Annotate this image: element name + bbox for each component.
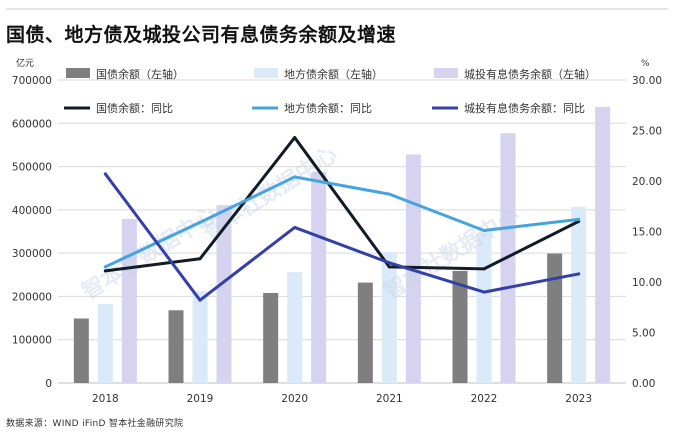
line-point — [482, 267, 486, 271]
bar-3 — [595, 106, 611, 383]
right-tick-label: 5.00 — [632, 328, 655, 340]
line-point — [198, 257, 202, 261]
legend-label: 城投有息债务余额（左轴） — [464, 67, 596, 81]
left-axis-unit: 亿元 — [16, 57, 34, 69]
series-line-1 — [103, 136, 581, 273]
left-tick-label: 600000 — [12, 118, 52, 130]
left-tick-label: 400000 — [12, 205, 52, 217]
line-point — [198, 220, 202, 224]
line-point — [293, 136, 297, 140]
line-point — [293, 225, 297, 229]
line-point — [387, 192, 391, 196]
bar-1 — [263, 292, 279, 383]
left-tick-label: 700000 — [12, 75, 52, 87]
bar-3 — [311, 171, 327, 383]
line-point — [387, 265, 391, 269]
line-point — [293, 175, 297, 179]
line-point — [482, 228, 486, 232]
bar-2 — [476, 232, 492, 383]
line-point — [103, 269, 107, 273]
bar-1 — [547, 253, 563, 383]
series-line-3 — [103, 172, 581, 302]
line-point — [482, 290, 486, 294]
x-tick-label: 2022 — [471, 393, 498, 405]
legend-swatch — [66, 68, 90, 78]
right-tick-label: 30.00 — [632, 75, 662, 87]
x-tick-label: 2021 — [376, 393, 403, 405]
legend-swatch — [434, 68, 458, 78]
line-point — [577, 272, 581, 276]
legend-label: 国债余额（左轴） — [96, 67, 184, 81]
left-tick-label: 200000 — [12, 291, 52, 303]
left-tick-label: 0 — [45, 378, 52, 390]
bar-3 — [216, 205, 232, 383]
chart-title: 国债、地方债及城投公司有息债务余额及增速 — [6, 24, 397, 46]
right-tick-label: 0.00 — [632, 378, 655, 390]
bar-1 — [73, 318, 89, 383]
source-note: 数据来源：WIND iFinD 智本社金融研究院 — [6, 419, 184, 429]
bar-1 — [357, 282, 373, 383]
bar-3 — [121, 218, 137, 383]
x-tick-label: 2018 — [92, 393, 119, 405]
line-point — [387, 261, 391, 265]
bar-1 — [168, 310, 184, 383]
legend-label: 地方债余额（左轴） — [284, 67, 383, 81]
title-rule — [6, 8, 668, 10]
right-tick-label: 15.00 — [632, 227, 662, 239]
right-tick-label: 10.00 — [632, 277, 662, 289]
left-tick-label: 100000 — [12, 335, 52, 347]
legend-label: 国债余额：同比 — [96, 101, 173, 115]
legend-label: 城投有息债务余额：同比 — [464, 101, 585, 115]
right-axis-unit: % — [641, 59, 650, 69]
left-tick-label: 300000 — [12, 248, 52, 260]
right-tick-label: 25.00 — [632, 126, 662, 138]
bar-1 — [452, 270, 468, 383]
right-tick-label: 20.00 — [632, 176, 662, 188]
line-point — [577, 217, 581, 221]
bar-2 — [381, 251, 397, 383]
series-line-2 — [103, 175, 581, 269]
x-tick-label: 2023 — [565, 393, 592, 405]
bar-2 — [97, 303, 113, 383]
line-point — [103, 172, 107, 176]
x-tick-label: 2019 — [187, 393, 214, 405]
x-tick-label: 2020 — [281, 393, 308, 405]
bar-2 — [192, 291, 208, 383]
line-point — [103, 265, 107, 269]
legend-label: 地方债余额：同比 — [284, 101, 372, 115]
legend-swatch — [254, 68, 278, 78]
bar-2 — [287, 272, 303, 383]
line-point — [198, 298, 202, 302]
bar-2 — [571, 206, 587, 383]
left-tick-label: 500000 — [12, 162, 52, 174]
